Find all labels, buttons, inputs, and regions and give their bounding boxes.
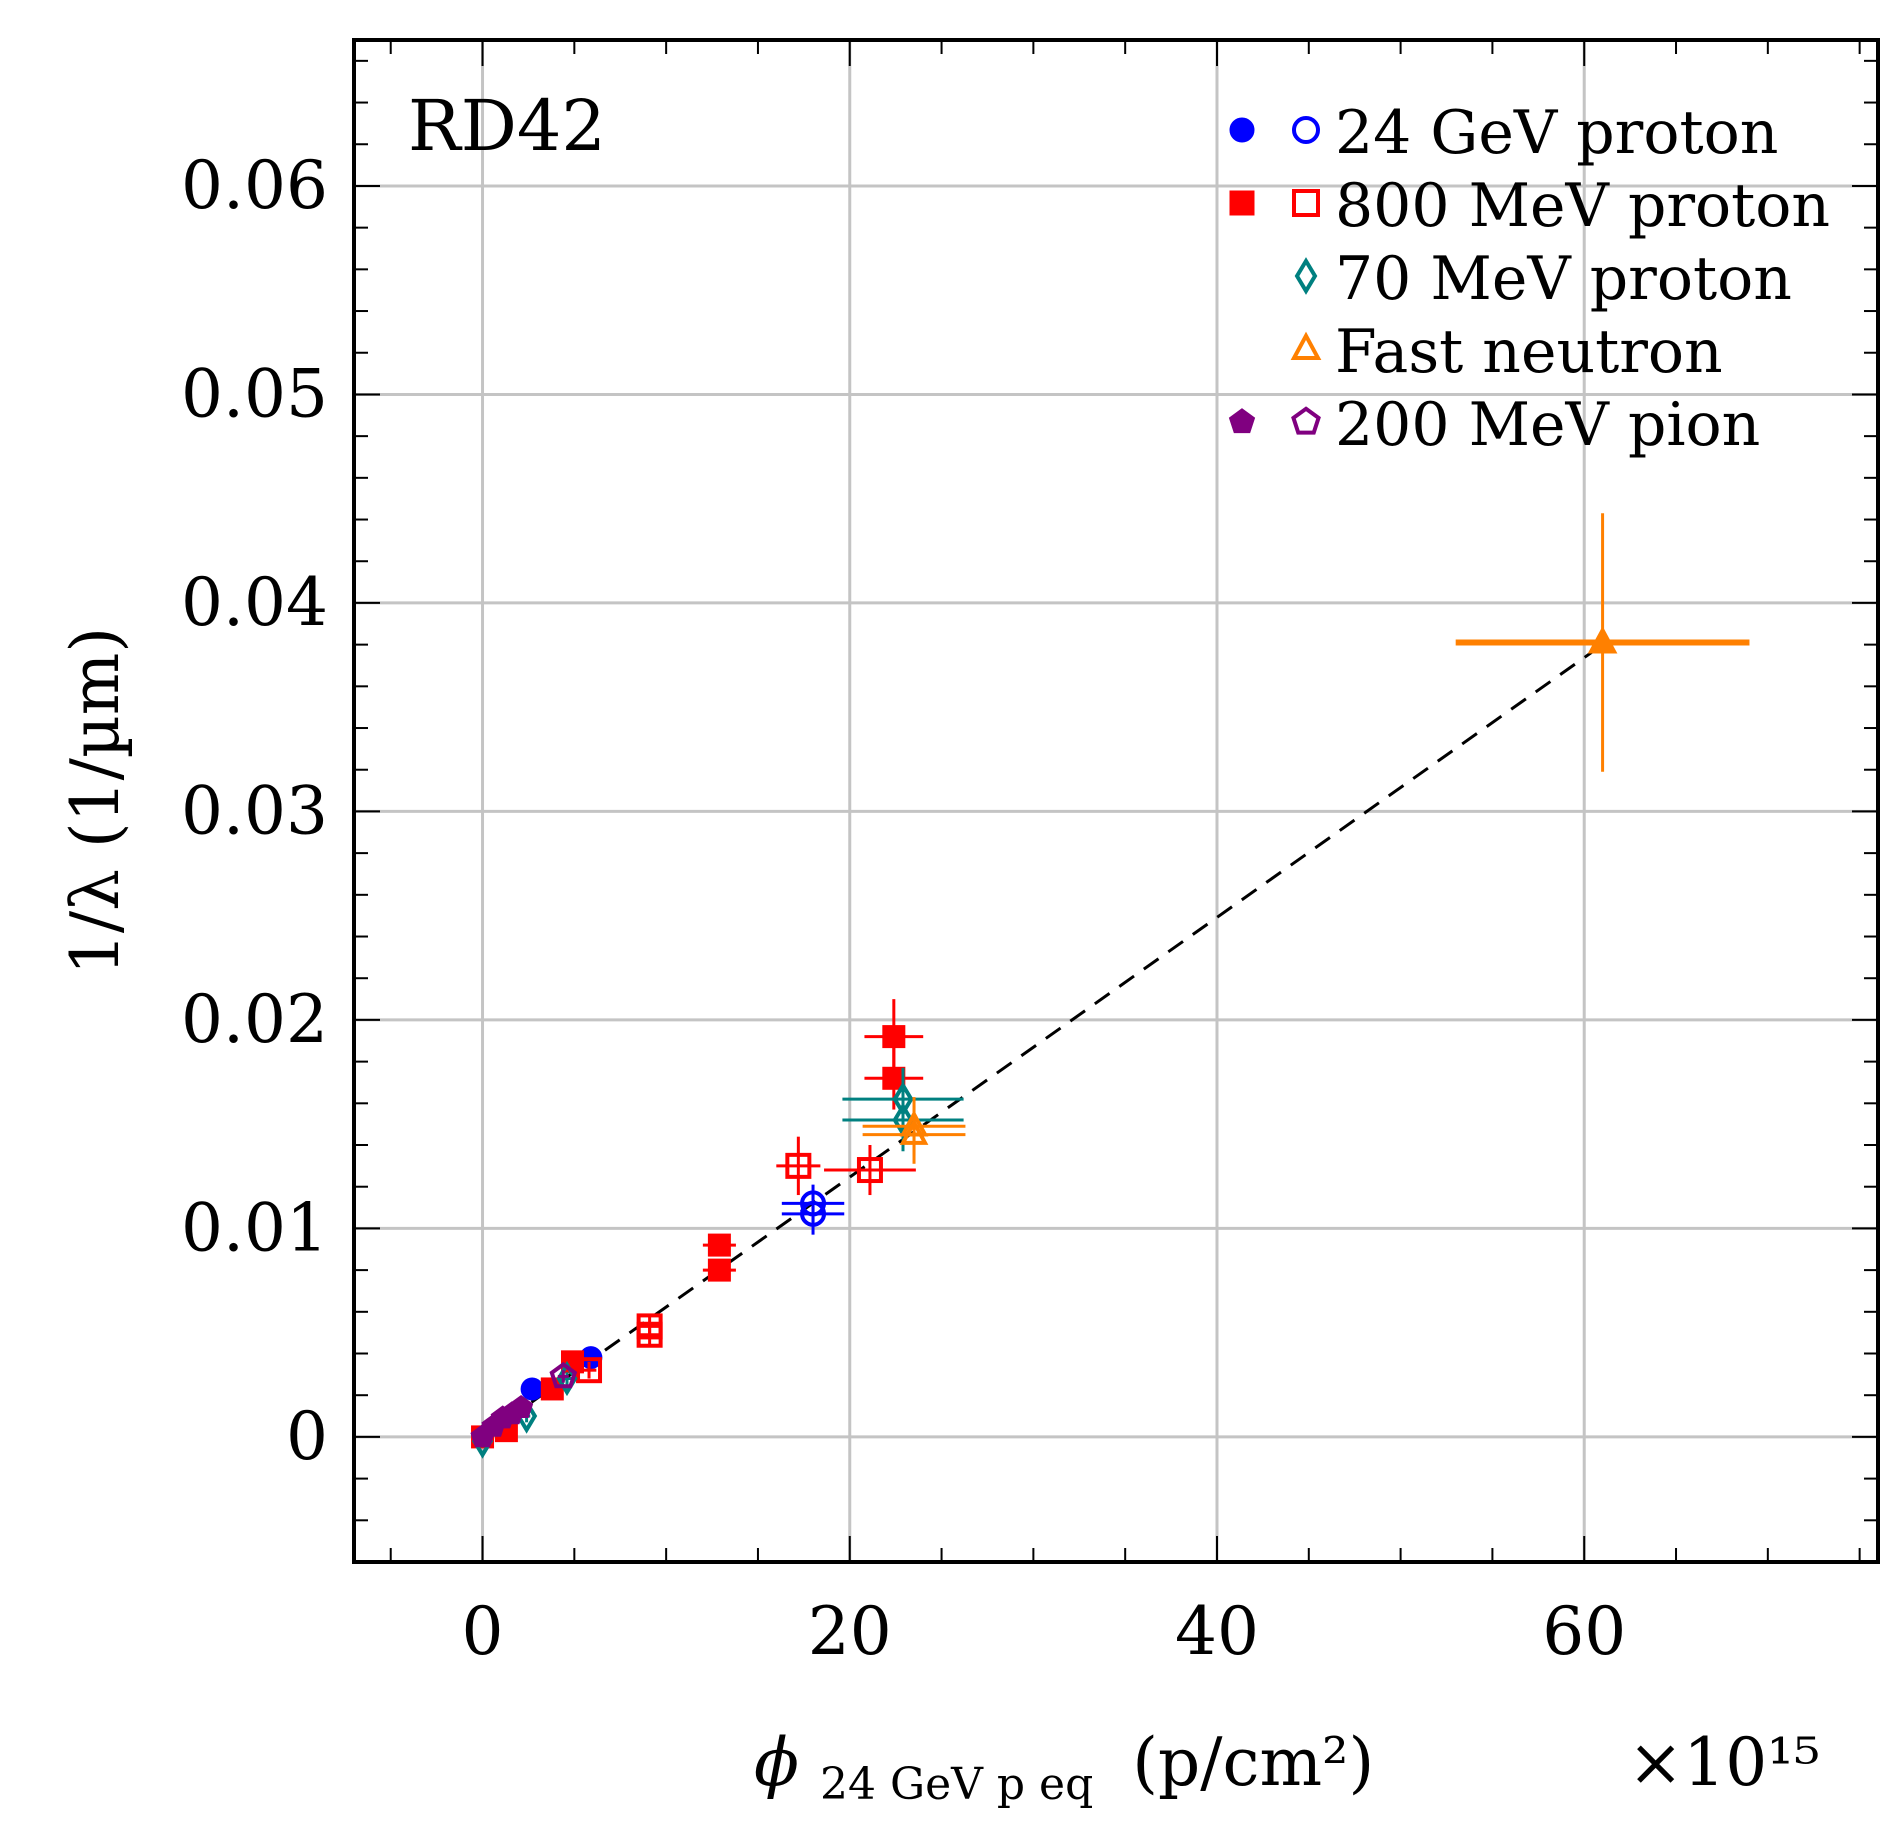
legend-marker-filled: [1228, 408, 1256, 434]
fit-line: [481, 643, 1604, 1439]
x-tick-label: 20: [808, 1593, 892, 1670]
data-point-square: [702, 1233, 736, 1257]
legend-marker-open: [1290, 331, 1322, 360]
y-tick-label: 0.06: [181, 147, 328, 224]
plot-frame: [352, 38, 1880, 1564]
data-point-pentagon: [549, 1361, 578, 1389]
legend-label: 24 GeV proton: [1335, 98, 1778, 168]
data-marker: [636, 1321, 663, 1348]
data-point-pentagon: [508, 1394, 534, 1419]
data-marker: [785, 1152, 812, 1179]
y-tick-label: 0.05: [181, 355, 328, 432]
data-point-square: [776, 1136, 821, 1196]
data-marker: [856, 1157, 883, 1184]
legend-marker-filled: [1229, 117, 1255, 143]
data-point-square: [636, 1321, 663, 1348]
data-marker: [707, 1258, 731, 1282]
data-marker: [520, 1377, 544, 1401]
legend-marker-open: [1292, 189, 1320, 217]
x-tick-label: 0: [462, 1593, 504, 1670]
data-point-square: [824, 1145, 916, 1196]
fit-line-group: [481, 643, 1604, 1439]
legend-marker-open: [1294, 257, 1318, 295]
legend-label: 70 MeV proton: [1335, 244, 1792, 314]
annotation-label: RD42: [408, 85, 606, 167]
data-point-square: [576, 1357, 603, 1384]
data-points: [470, 513, 1750, 1459]
data-marker: [882, 1025, 906, 1049]
x-axis-unit: (p/cm²): [1132, 1724, 1374, 1801]
data-marker: [549, 1361, 578, 1389]
data-point-triangle: [862, 1105, 966, 1164]
data-marker: [1587, 626, 1618, 654]
x-axis-symbol: ϕ: [754, 1724, 799, 1801]
legend-marker-open: [1292, 116, 1320, 144]
data-marker: [882, 1066, 906, 1090]
y-tick-label: 0: [286, 1398, 328, 1475]
y-tick-label: 0.01: [181, 1189, 328, 1266]
x-tick-label: 40: [1175, 1593, 1259, 1670]
data-point-circle: [781, 1192, 845, 1235]
y-tick-label: 0.04: [181, 564, 328, 641]
grid-lines: [354, 40, 1878, 1562]
legend-label: 800 MeV proton: [1335, 171, 1830, 241]
data-marker: [576, 1357, 603, 1384]
data-marker: [508, 1394, 534, 1419]
legend-marker-filled: [1229, 190, 1255, 216]
data-marker: [707, 1233, 731, 1257]
x-tick-label: 60: [1542, 1593, 1626, 1670]
tick-labels: 0 20 40 60 0 0.01 0.02 0.03 0.04 0.05 0.06: [181, 147, 1626, 1670]
y-tick-label: 0.02: [181, 981, 328, 1058]
data-point-circle: [520, 1377, 544, 1401]
x-axis-title: ϕ 24 GeV p eq (p/cm²): [754, 1724, 1374, 1815]
x-axis-multiplier: ×10¹⁵: [1628, 1724, 1820, 1801]
y-axis-title: 1/λ (1/µm): [57, 627, 134, 975]
data-point-square: [864, 1047, 924, 1110]
data-marker: [800, 1200, 827, 1227]
legend-marker-open: [1291, 406, 1321, 435]
minor-ticks: [354, 40, 1878, 1563]
legend-label: 200 MeV pion: [1335, 390, 1760, 460]
x-axis-subscript: 24 GeV p eq: [820, 1759, 1093, 1810]
data-point-square: [702, 1258, 736, 1282]
y-tick-label: 0.03: [181, 772, 328, 849]
legend-label: Fast neutron: [1335, 317, 1723, 387]
data-marker: [899, 1118, 929, 1145]
data-point-triangle: [1455, 513, 1750, 772]
